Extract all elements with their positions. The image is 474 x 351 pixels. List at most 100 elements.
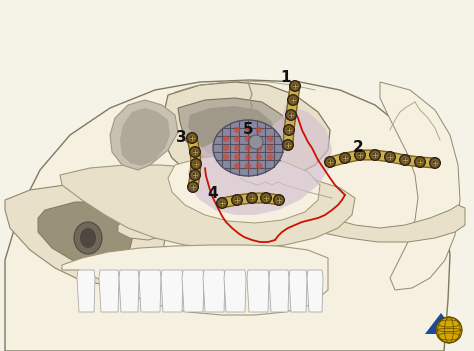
Circle shape [188, 134, 196, 142]
Circle shape [191, 148, 199, 156]
Circle shape [429, 158, 440, 168]
Text: 2: 2 [353, 140, 364, 155]
Circle shape [256, 154, 262, 160]
Polygon shape [168, 155, 320, 223]
Circle shape [277, 198, 281, 202]
Polygon shape [203, 270, 225, 312]
Polygon shape [60, 165, 355, 248]
Polygon shape [188, 106, 276, 160]
Polygon shape [425, 313, 457, 334]
Circle shape [234, 154, 240, 160]
Circle shape [191, 171, 199, 179]
Ellipse shape [74, 222, 102, 254]
Circle shape [418, 160, 422, 164]
Circle shape [223, 145, 229, 151]
Circle shape [341, 154, 349, 162]
Circle shape [292, 84, 297, 88]
Circle shape [355, 150, 365, 160]
Circle shape [285, 110, 297, 120]
Circle shape [433, 161, 438, 165]
Polygon shape [289, 270, 307, 312]
Text: 5: 5 [243, 122, 253, 138]
Text: 4: 4 [208, 186, 219, 201]
Circle shape [416, 158, 424, 166]
Circle shape [231, 194, 243, 205]
Circle shape [248, 194, 256, 202]
Circle shape [264, 196, 268, 200]
Circle shape [284, 141, 292, 149]
Polygon shape [307, 270, 323, 312]
Circle shape [386, 153, 394, 161]
Circle shape [191, 159, 201, 170]
Circle shape [339, 152, 350, 164]
Circle shape [256, 145, 262, 151]
Polygon shape [161, 270, 183, 312]
Circle shape [283, 125, 294, 135]
Polygon shape [178, 98, 290, 167]
Circle shape [245, 136, 251, 142]
Circle shape [245, 145, 251, 151]
Circle shape [249, 135, 263, 149]
Polygon shape [5, 80, 450, 351]
Circle shape [234, 127, 240, 133]
Text: 1: 1 [281, 71, 291, 86]
Circle shape [223, 136, 229, 142]
Circle shape [290, 80, 301, 92]
Circle shape [285, 126, 293, 134]
Circle shape [246, 192, 257, 204]
Polygon shape [182, 270, 204, 312]
Circle shape [233, 196, 241, 204]
Circle shape [289, 96, 297, 104]
Polygon shape [120, 108, 170, 166]
Circle shape [370, 150, 381, 160]
Circle shape [384, 152, 395, 163]
Polygon shape [224, 270, 246, 312]
Circle shape [189, 183, 197, 191]
Circle shape [291, 98, 295, 102]
Circle shape [188, 181, 199, 192]
Circle shape [287, 128, 292, 132]
Circle shape [234, 136, 240, 142]
Circle shape [245, 154, 251, 160]
Circle shape [250, 124, 266, 140]
Circle shape [431, 159, 439, 167]
Circle shape [286, 143, 290, 147]
Circle shape [261, 192, 272, 204]
Circle shape [288, 94, 299, 106]
Circle shape [371, 151, 379, 159]
Circle shape [388, 155, 392, 159]
Circle shape [291, 82, 299, 90]
Circle shape [356, 151, 364, 159]
Polygon shape [110, 100, 178, 170]
Polygon shape [163, 82, 330, 182]
Polygon shape [269, 270, 289, 312]
Polygon shape [247, 270, 269, 312]
Circle shape [267, 136, 273, 142]
Circle shape [245, 127, 251, 133]
Circle shape [192, 160, 200, 168]
Circle shape [218, 199, 226, 207]
Circle shape [414, 157, 426, 167]
Polygon shape [188, 105, 332, 215]
Circle shape [250, 196, 255, 200]
Circle shape [325, 157, 336, 167]
Circle shape [234, 163, 240, 169]
Circle shape [275, 196, 283, 204]
Polygon shape [119, 270, 139, 312]
Polygon shape [5, 185, 165, 285]
Text: 3: 3 [176, 131, 186, 146]
Ellipse shape [213, 120, 283, 176]
Circle shape [267, 154, 273, 160]
Circle shape [283, 139, 293, 151]
Circle shape [436, 317, 462, 343]
Circle shape [190, 146, 201, 158]
Circle shape [191, 185, 195, 189]
Circle shape [186, 132, 198, 144]
Circle shape [358, 153, 362, 157]
Circle shape [190, 170, 201, 180]
Circle shape [289, 113, 293, 117]
Circle shape [326, 158, 334, 166]
Circle shape [219, 201, 224, 205]
Ellipse shape [80, 228, 96, 248]
Circle shape [262, 194, 270, 202]
